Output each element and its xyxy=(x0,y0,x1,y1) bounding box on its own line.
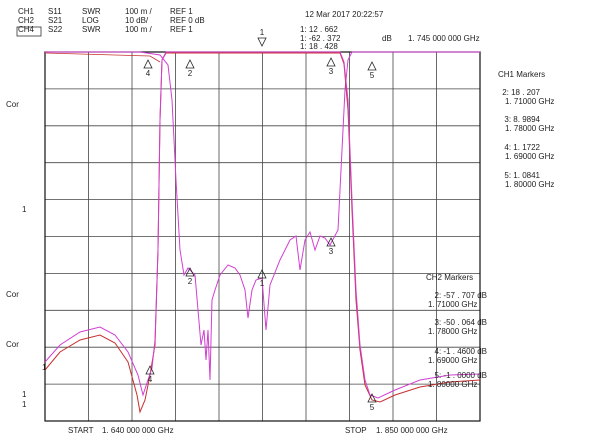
scale-label: 1 xyxy=(42,363,47,372)
marker-number: 1 xyxy=(260,279,265,288)
marker-value: 2: 18 . 207 xyxy=(502,88,540,97)
scale-label: 1 xyxy=(22,390,27,399)
scale-label: Cor xyxy=(6,290,19,299)
header-field: REF 1 xyxy=(170,25,193,34)
marker-number: 3 xyxy=(329,67,334,76)
marker-value: 5: 1. 0841 xyxy=(504,171,540,180)
header-field: CH2 xyxy=(18,16,35,25)
s11-trace xyxy=(45,51,480,381)
s21-trace xyxy=(44,51,481,399)
scale-label: 1 xyxy=(22,205,27,214)
header-field: S22 xyxy=(48,25,63,34)
marker-triangle xyxy=(145,365,155,375)
timestamp: 12 Mar 2017 20:22:57 xyxy=(305,10,384,19)
marker-frequency: 1. 69000 GHz xyxy=(428,356,477,365)
s22-trace xyxy=(44,52,161,63)
header-field: 100 m / xyxy=(125,7,152,16)
active-channel-box xyxy=(16,26,42,37)
marker-triangle xyxy=(257,269,267,279)
marker-number: 4 xyxy=(146,69,151,78)
start-frequency: 1. 640 000 000 GHz xyxy=(102,426,174,435)
start-label: START xyxy=(68,426,94,435)
header-field: SWR xyxy=(82,7,101,16)
header-field: S21 xyxy=(48,16,63,25)
marker-readout: 1: 12 . 662 xyxy=(300,25,338,34)
marker-value: 5: -1 . 0000 dB xyxy=(435,371,487,380)
marker-frequency: 1. 78000 GHz xyxy=(428,327,477,336)
scale-label: Cor xyxy=(6,340,19,349)
marker-triangle xyxy=(143,59,153,69)
scale-label: 1 xyxy=(22,400,27,409)
marker-value: 4: -1 . 4600 dB xyxy=(435,347,487,356)
header-field: 100 m / xyxy=(125,25,152,34)
scale-label: Cor xyxy=(6,100,19,109)
marker-value: 4: 1. 1722 xyxy=(504,143,540,152)
header-field: LOG xyxy=(82,16,99,25)
marker-triangle xyxy=(185,59,195,69)
marker-value: 3: -50 . 064 dB xyxy=(435,318,487,327)
marker-triangle xyxy=(185,267,195,277)
marker-frequency: 1. 71000 GHz xyxy=(428,300,477,309)
marker-number: 2 xyxy=(188,277,193,286)
marker-readout: 1: 18 . 428 xyxy=(300,42,338,51)
marker-frequency: 1. 78000 GHz xyxy=(505,124,554,133)
marker-triangle xyxy=(257,37,267,47)
stop-frequency: 1. 850 000 000 GHz xyxy=(376,426,448,435)
header-field: 10 dB/ xyxy=(125,16,149,25)
header-field: CH1 xyxy=(18,7,35,16)
marker-frequency: 1. 69000 GHz xyxy=(505,152,554,161)
header-field: REF 1 xyxy=(170,7,193,16)
grid xyxy=(45,52,480,421)
markers-title: CH2 Markers xyxy=(426,273,473,282)
stop-label: STOP xyxy=(345,426,367,435)
marker-triangle xyxy=(326,237,336,247)
marker-frequency: 1. 80000 GHz xyxy=(428,380,477,389)
header-field: CH4 xyxy=(18,25,35,34)
marker-number: 3 xyxy=(329,247,334,256)
marker-frequency: 1. 71000 GHz xyxy=(505,97,554,106)
marker-value: 2: -57 . 707 dB xyxy=(435,291,487,300)
header-field: SWR xyxy=(82,25,101,34)
header-field: REF 0 dB xyxy=(170,16,205,25)
markers-title: CH1 Markers xyxy=(498,70,545,79)
marker-readout: 1: -62 . 372 xyxy=(300,34,341,43)
header-field: S11 xyxy=(48,7,62,16)
marker-unit: dB xyxy=(382,34,392,43)
marker-number: 4 xyxy=(148,375,153,384)
marker-value: 3: 8. 9894 xyxy=(504,115,540,124)
marker-flags xyxy=(143,37,377,403)
marker-frequency: 1. 745 000 000 GHz xyxy=(408,34,480,43)
marker-triangle xyxy=(367,393,377,403)
marker-triangle xyxy=(326,57,336,67)
marker-number: 5 xyxy=(370,71,375,80)
marker-number: 1 xyxy=(260,28,265,37)
marker-frequency: 1. 80000 GHz xyxy=(505,180,554,189)
marker-number: 2 xyxy=(188,69,193,78)
marker-number: 5 xyxy=(370,403,375,412)
marker-triangle xyxy=(367,61,377,71)
